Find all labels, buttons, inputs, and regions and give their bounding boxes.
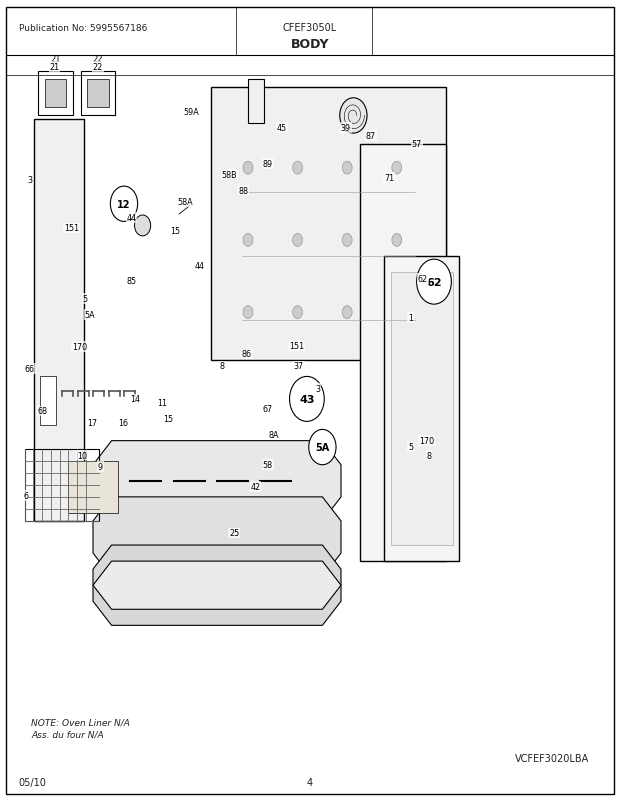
Text: BODY: BODY [291, 38, 329, 51]
Circle shape [342, 306, 352, 319]
Bar [38, 72, 73, 116]
Text: 21: 21 [50, 55, 61, 64]
Bar [87, 80, 108, 108]
Text: 58: 58 [263, 460, 273, 470]
Bar [391, 273, 453, 545]
Circle shape [135, 216, 151, 237]
Text: 62: 62 [426, 277, 442, 287]
Bar [81, 72, 115, 116]
Circle shape [392, 306, 402, 319]
Text: 8: 8 [219, 362, 224, 371]
Polygon shape [93, 545, 341, 626]
Text: 170: 170 [72, 342, 87, 352]
Text: 43: 43 [299, 395, 314, 404]
Bar [68, 461, 118, 513]
Circle shape [392, 162, 402, 175]
Text: 86: 86 [242, 350, 252, 359]
Text: 5A: 5A [316, 443, 329, 452]
Text: 39: 39 [341, 124, 351, 133]
Text: 15: 15 [164, 415, 174, 424]
Bar [25, 449, 99, 521]
Bar [45, 80, 66, 108]
Text: 14: 14 [130, 395, 140, 404]
Text: 5: 5 [408, 442, 413, 452]
Text: 71: 71 [384, 173, 394, 183]
Polygon shape [93, 497, 341, 577]
Bar [211, 88, 446, 361]
Text: 57: 57 [412, 140, 422, 149]
Text: 6: 6 [24, 491, 29, 500]
Text: 89: 89 [263, 160, 273, 169]
Text: 58B: 58B [221, 170, 237, 180]
Circle shape [290, 377, 324, 422]
Circle shape [340, 99, 367, 134]
Text: 4: 4 [307, 777, 313, 787]
Text: 8: 8 [427, 451, 432, 460]
Text: 37: 37 [294, 362, 304, 371]
Text: 67: 67 [263, 404, 273, 414]
Text: 44: 44 [126, 213, 136, 223]
Circle shape [293, 234, 303, 247]
Bar [360, 144, 446, 561]
Text: 59A: 59A [183, 107, 199, 117]
Text: 3: 3 [315, 384, 320, 394]
Text: 22: 22 [92, 55, 103, 64]
Text: 9: 9 [98, 462, 103, 472]
Text: 3: 3 [27, 176, 32, 185]
Circle shape [417, 260, 451, 305]
Bar [34, 120, 84, 521]
Text: 21: 21 [50, 63, 60, 72]
Circle shape [293, 162, 303, 175]
Text: 87: 87 [366, 132, 376, 141]
Text: 12: 12 [117, 200, 131, 209]
Text: 88: 88 [238, 186, 248, 196]
Bar [248, 80, 264, 124]
Circle shape [309, 430, 336, 465]
Text: 22: 22 [93, 63, 103, 72]
Circle shape [342, 162, 352, 175]
Text: 16: 16 [118, 419, 128, 428]
Text: 66: 66 [25, 364, 35, 374]
Text: 05/10: 05/10 [19, 777, 46, 787]
Text: 62: 62 [418, 274, 428, 284]
Text: 85: 85 [126, 276, 136, 286]
Circle shape [293, 306, 303, 319]
Polygon shape [93, 441, 341, 521]
Circle shape [243, 234, 253, 247]
Text: 5: 5 [82, 294, 87, 304]
Text: 68: 68 [37, 407, 47, 416]
Text: 15: 15 [170, 226, 180, 236]
Text: 5A: 5A [84, 310, 95, 320]
Circle shape [110, 187, 138, 222]
Text: CFEF3050L: CFEF3050L [283, 23, 337, 33]
Text: 151: 151 [289, 342, 304, 351]
Text: 44: 44 [195, 261, 205, 271]
Text: 10: 10 [77, 451, 87, 460]
Text: Ass. du four N/A: Ass. du four N/A [31, 729, 104, 739]
Circle shape [243, 306, 253, 319]
Text: 1: 1 [408, 314, 413, 323]
Text: 170: 170 [419, 436, 434, 446]
Text: 58A: 58A [177, 197, 193, 207]
Text: 42: 42 [250, 482, 260, 492]
Text: 11: 11 [157, 399, 167, 408]
Text: Publication No: 5995567186: Publication No: 5995567186 [19, 23, 147, 33]
Text: 25: 25 [229, 529, 239, 538]
Text: 151: 151 [64, 224, 79, 233]
Text: 45: 45 [277, 124, 287, 133]
Polygon shape [93, 561, 341, 610]
Text: 17: 17 [87, 419, 97, 428]
Circle shape [243, 162, 253, 175]
Text: VCFEF3020LBA: VCFEF3020LBA [515, 753, 589, 763]
Circle shape [342, 234, 352, 247]
Circle shape [392, 234, 402, 247]
Text: NOTE: Oven Liner N/A: NOTE: Oven Liner N/A [31, 717, 130, 727]
Bar [384, 257, 459, 561]
Bar [40, 377, 56, 425]
Text: 8A: 8A [269, 430, 279, 439]
